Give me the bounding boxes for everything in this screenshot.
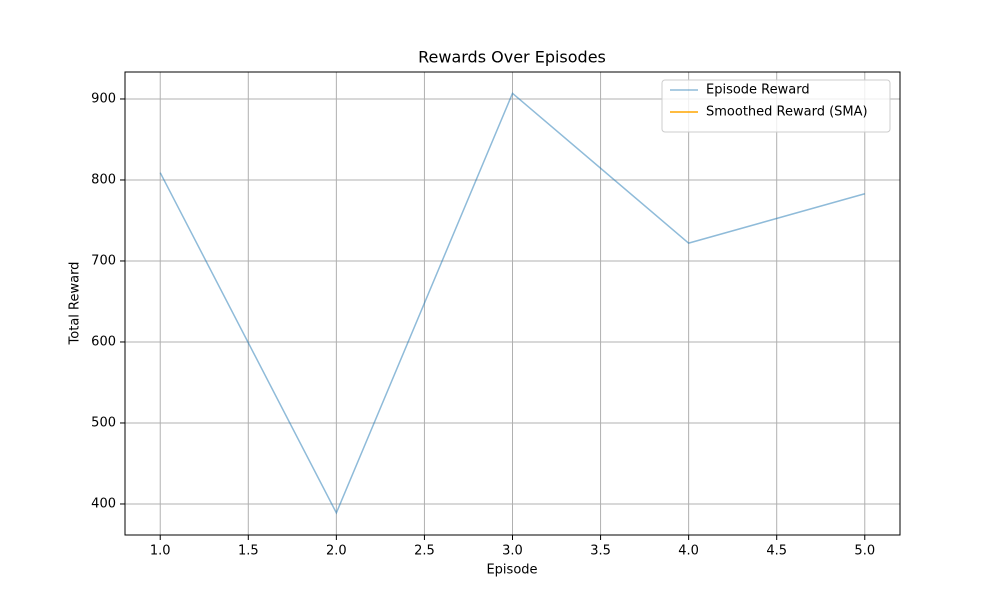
x-tick-label: 3.0 [502, 544, 523, 559]
plot-frame [124, 71, 901, 536]
x-tick-label: 5.0 [854, 544, 875, 559]
legend-label: Episode Reward [706, 83, 810, 98]
x-tick-label: 3.5 [590, 544, 611, 559]
y-tick-label: 700 [91, 253, 116, 268]
series-line [159, 92, 865, 515]
x-tick-label: 1.5 [238, 544, 259, 559]
chart-title: Rewards Over Episodes [418, 48, 606, 67]
x-tick-label: 2.5 [414, 544, 435, 559]
y-tick-label: 800 [91, 172, 116, 187]
x-tick-label: 2.0 [326, 544, 347, 559]
y-tick-label: 500 [91, 415, 116, 430]
y-tick-label: 400 [91, 496, 116, 511]
plot [159, 92, 865, 515]
y-axis-label: Total Reward [68, 262, 83, 346]
grid [120, 72, 900, 540]
legend-box [661, 79, 891, 133]
x-tick-label: 1.0 [150, 544, 171, 559]
y-tick-label: 600 [91, 334, 116, 349]
x-tick-label: 4.0 [678, 544, 699, 559]
y-tick-label: 900 [91, 91, 116, 106]
x-tick-label: 4.5 [766, 544, 787, 559]
x-axis-label: Episode [486, 563, 537, 578]
legend-label: Smoothed Reward (SMA) [706, 105, 868, 120]
legend: Episode Reward Smoothed Reward (SMA) [661, 79, 891, 133]
